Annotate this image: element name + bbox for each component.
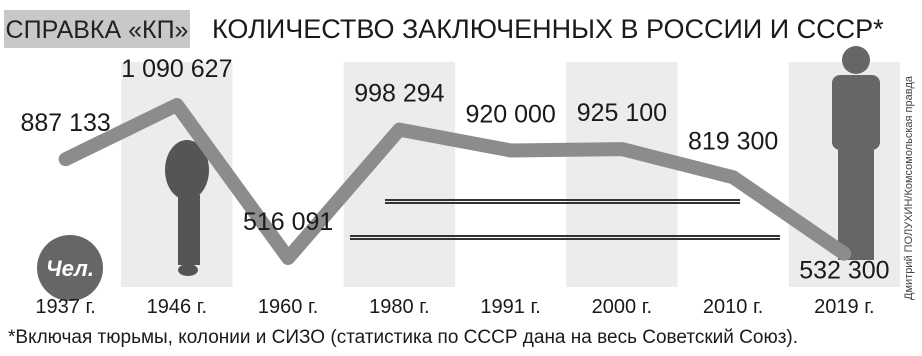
footnote: *Включая тюрьмы, колонии и СИЗО (статист…	[8, 327, 798, 348]
value-label: 532 300	[799, 257, 889, 285]
value-label: 925 100	[577, 99, 667, 127]
badge: СПРАВКА «КП»	[6, 16, 189, 44]
unit-badge	[37, 235, 103, 301]
unit: Чел.	[46, 256, 94, 281]
x-tick-label: 1960 г.	[258, 296, 318, 318]
chart-title: КОЛИЧЕСТВО ЗАКЛЮЧЕННЫХ В РОССИИ И СССР*	[212, 14, 884, 44]
value-label: 819 300	[688, 127, 778, 155]
person-left	[165, 140, 209, 276]
value-label: 998 294	[354, 80, 444, 108]
value-label: 920 000	[465, 100, 555, 128]
x-tick-label: 2000 г.	[592, 296, 652, 318]
band	[566, 62, 678, 287]
barbed-wire	[350, 199, 780, 240]
credit: Дмитрий ПОЛУХИН/Комсомольская правда	[903, 75, 915, 300]
value-label: 516 091	[243, 208, 333, 236]
person-right	[832, 46, 880, 260]
value-label: 887 133	[20, 109, 110, 137]
line	[58, 98, 852, 265]
value-label: 1 090 627	[121, 55, 232, 83]
x-tick-label: 2019 г.	[814, 296, 874, 318]
bands	[121, 62, 900, 287]
x-tick-label: 1937 г.	[35, 296, 95, 318]
x-tick-label: 1991 г.	[480, 296, 540, 318]
x-tick-label: 1980 г.	[369, 296, 429, 318]
badge-bg	[4, 10, 190, 48]
x-tick-label: 1946 г.	[147, 296, 207, 318]
x-tick-label: 2010 г.	[703, 296, 763, 318]
